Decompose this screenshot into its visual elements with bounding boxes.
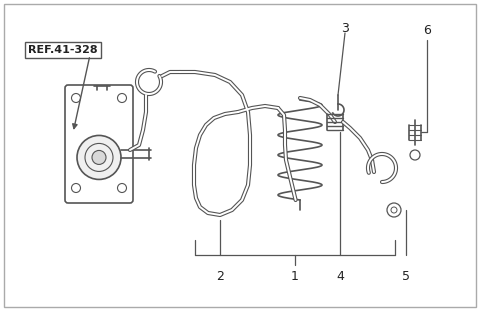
Circle shape: [387, 203, 401, 217]
Text: 1: 1: [291, 271, 299, 284]
Circle shape: [77, 135, 121, 179]
Circle shape: [92, 151, 106, 165]
Circle shape: [410, 150, 420, 160]
FancyBboxPatch shape: [65, 85, 133, 203]
Text: 5: 5: [402, 271, 410, 284]
Text: 4: 4: [336, 271, 344, 284]
Text: 6: 6: [423, 24, 431, 36]
Text: 2: 2: [216, 271, 224, 284]
Text: REF.41-328: REF.41-328: [28, 45, 97, 55]
Text: 3: 3: [341, 21, 349, 35]
